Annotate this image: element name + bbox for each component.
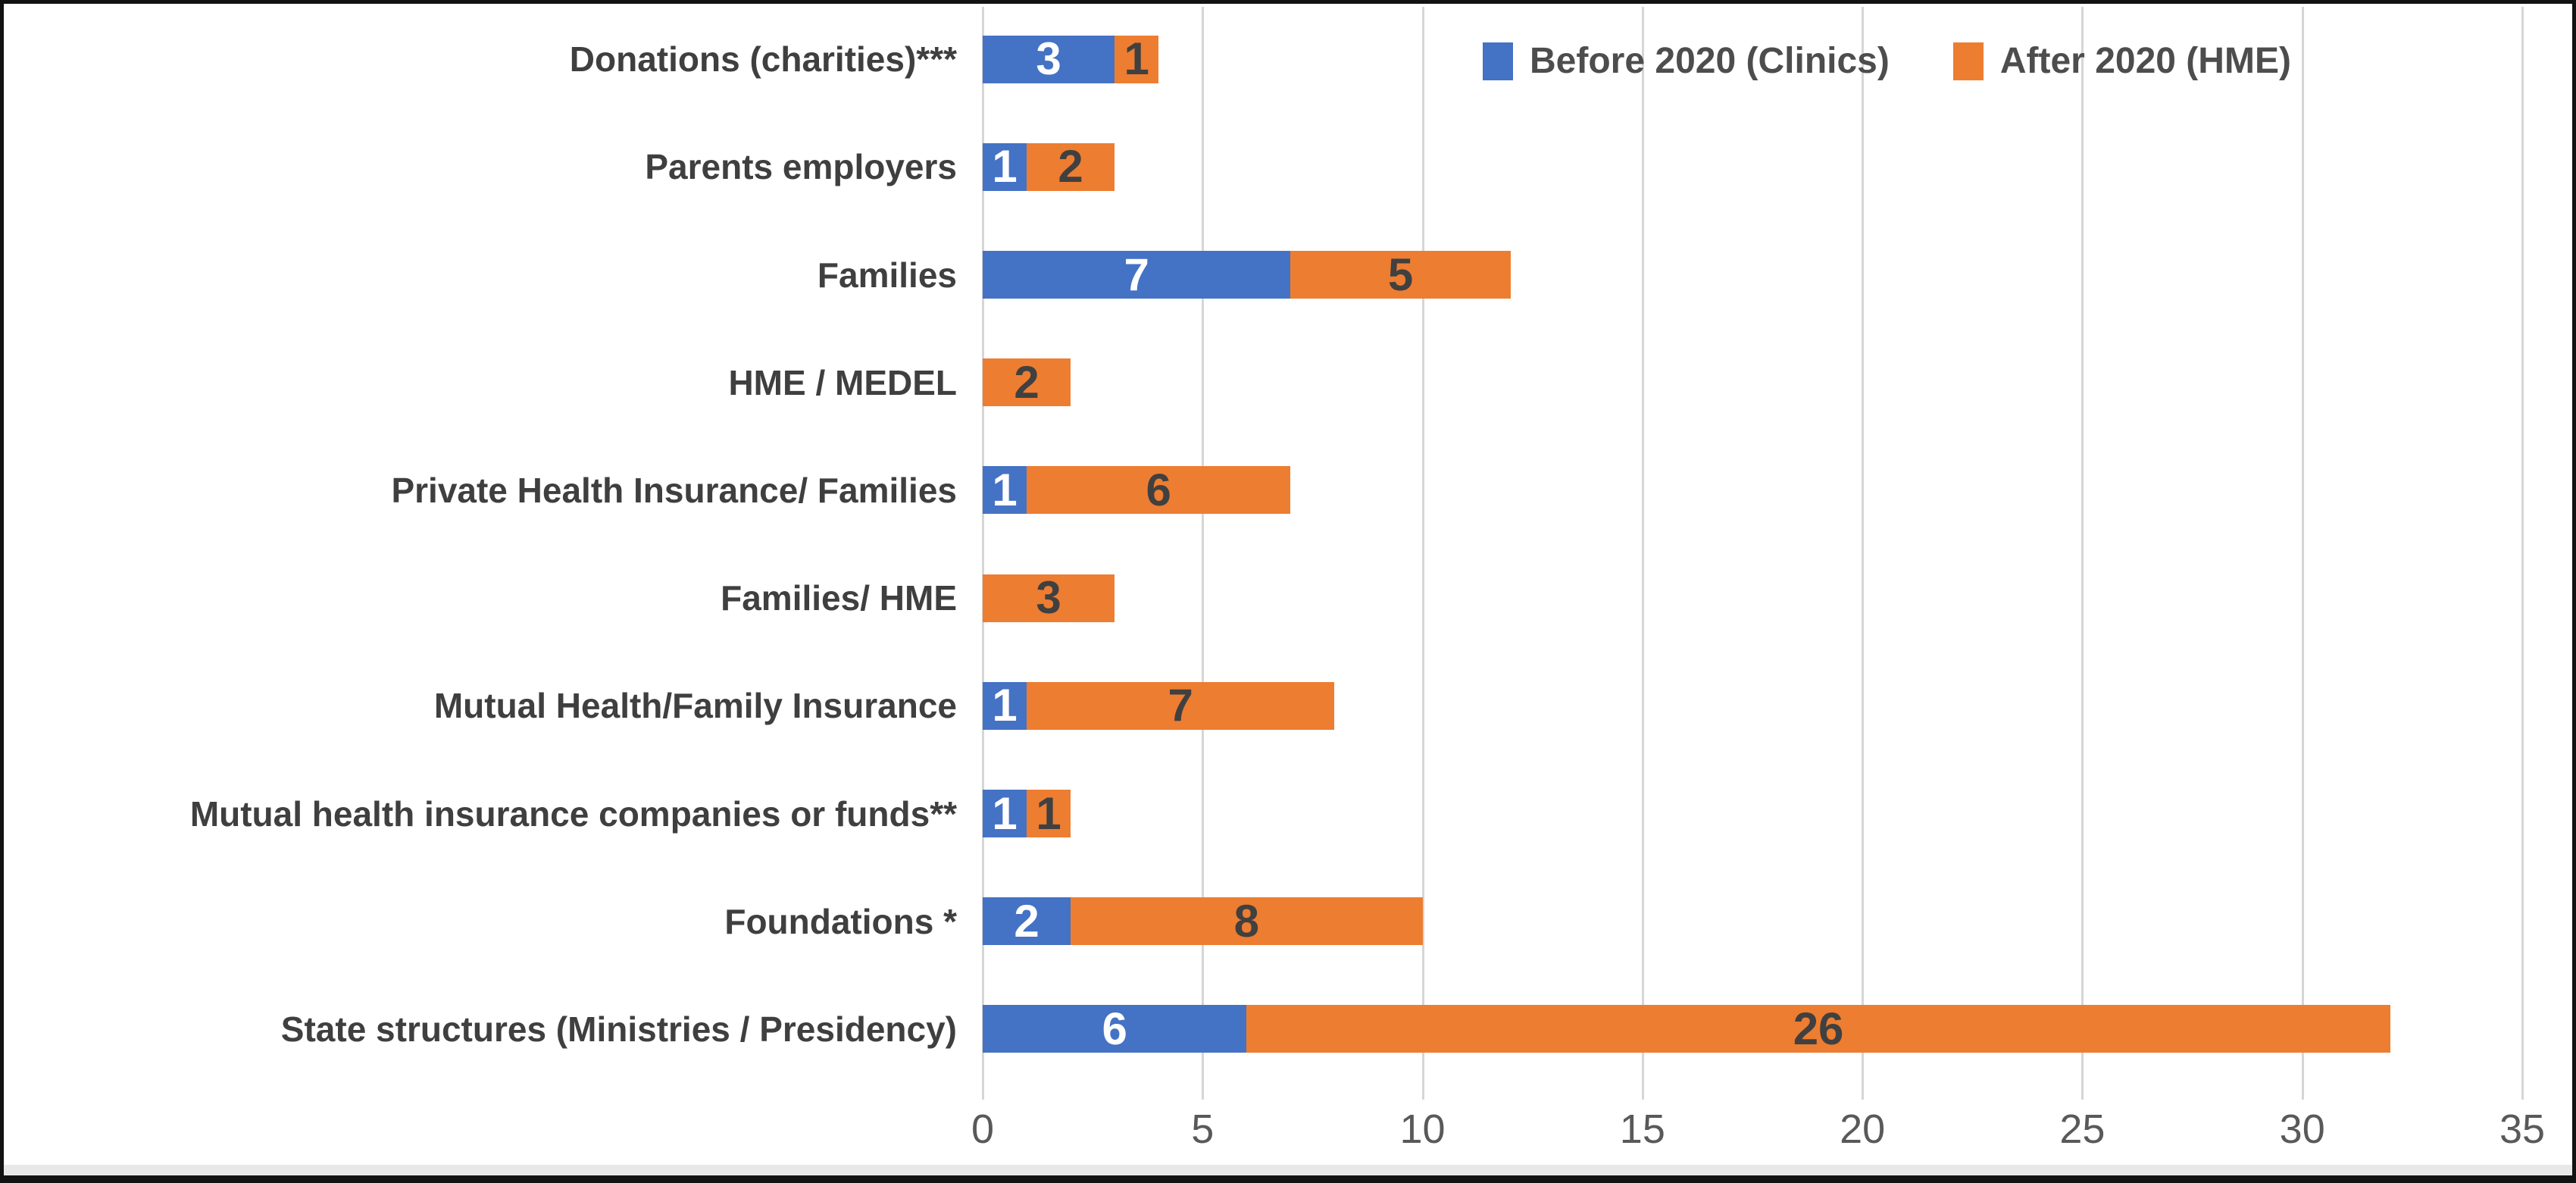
x-tick-label: 10 [1399, 1106, 1446, 1152]
x-tick-label: 25 [2059, 1106, 2106, 1152]
legend-item: Before 2020 (Clinics) [1483, 40, 1890, 82]
bar-row: State structures (Ministries / Presidenc… [4, 975, 2522, 1083]
bar-segment-before-2020: 2 [983, 897, 1071, 946]
category-label: Mutual health insurance companies or fun… [189, 793, 957, 834]
bar-track: 2 [983, 358, 2522, 407]
category-label: Foundations * [724, 901, 957, 941]
bottom-strip [4, 1165, 2572, 1175]
category-label: Donations (charities)*** [569, 39, 957, 80]
bar-segment-after-2020: 6 [1027, 466, 1291, 515]
bar-row: Families/ HME 3 [4, 544, 2522, 652]
bar-track: 3 [983, 574, 2522, 622]
gridline-35 [2521, 7, 2524, 1100]
legend-label: Before 2020 (Clinics) [1530, 41, 1890, 81]
gridline-0 [982, 7, 984, 1100]
category-label: Mutual Health/Family Insurance [433, 686, 957, 726]
bar-segment-after-2020: 2 [983, 358, 1071, 407]
x-tick-label: 30 [2279, 1106, 2325, 1152]
x-tick-label: 15 [1619, 1106, 1665, 1152]
gridline-30 [2301, 7, 2304, 1100]
bar-segment-after-2020: 2 [1027, 142, 1115, 191]
bar-segment-after-2020: 1 [1027, 790, 1071, 838]
category-label: Families/ HME [721, 578, 957, 618]
legend: Before 2020 (Clinics) After 2020 (HME) [1483, 40, 2291, 82]
bar-segment-before-2020: 1 [983, 142, 1027, 191]
bar-segment-before-2020: 1 [983, 466, 1027, 515]
x-tick-label: 20 [1840, 1106, 1886, 1152]
plot-area [982, 7, 2524, 1100]
x-tick-label: 0 [971, 1106, 995, 1152]
bar-segment-before-2020: 3 [983, 35, 1115, 83]
gridline-5 [1202, 7, 1205, 1100]
bar-row: Private Health Insurance/ Families 1 6 [4, 437, 2522, 544]
legend-swatch-before-2020 [1483, 42, 1513, 80]
bar-segment-after-2020: 1 [1114, 35, 1159, 83]
bar-segment-before-2020: 6 [983, 1005, 1247, 1053]
category-label: Parents employers [645, 147, 957, 187]
x-axis: 0 5 10 15 20 25 30 35 [971, 1106, 2545, 1162]
x-tick-label: 35 [2499, 1106, 2546, 1152]
bar-row: Foundations * 2 8 [4, 868, 2522, 975]
bar-segment-after-2020: 8 [1071, 897, 1423, 946]
bar-row: Parents employers 1 2 [4, 113, 2522, 221]
bar-segment-after-2020: 5 [1290, 251, 1511, 299]
bar-segment-after-2020: 26 [1246, 1005, 2390, 1053]
gridline-25 [2081, 7, 2084, 1100]
legend-label: After 2020 (HME) [1999, 41, 2291, 81]
category-label: Families [817, 255, 957, 295]
bar-row: HME / MEDEL 2 [4, 329, 2522, 437]
category-label: State structures (Ministries / Presidenc… [280, 1009, 957, 1049]
gridline-10 [1421, 7, 1424, 1100]
bar-track: 6 26 [983, 1005, 2522, 1053]
category-label: Private Health Insurance/ Families [391, 470, 957, 510]
bar-row: Families 7 5 [4, 221, 2522, 328]
bar-segment-before-2020: 1 [983, 790, 1027, 838]
category-label: HME / MEDEL [728, 362, 957, 402]
x-tick-label: 5 [1191, 1106, 1215, 1152]
bar-rows: Donations (charities)*** 3 1 Parents employ… [4, 5, 2522, 1083]
bar-row: Mutual health insurance companies or fun… [4, 759, 2522, 867]
legend-item: After 2020 (HME) [1952, 40, 2291, 82]
bar-row: Mutual Health/Family Insurance 1 7 [4, 652, 2522, 759]
bar-segment-after-2020: 7 [1027, 681, 1335, 730]
bar-segment-before-2020: 1 [983, 681, 1027, 730]
legend-swatch-after-2020 [1952, 42, 1984, 80]
bar-row: Donations (charities)*** 3 1 [4, 5, 2522, 113]
gridline-15 [1641, 7, 1644, 1100]
gridline-20 [1862, 7, 1865, 1100]
bar-segment-before-2020: 7 [983, 251, 1291, 299]
bar-segment-after-2020: 3 [983, 574, 1115, 622]
